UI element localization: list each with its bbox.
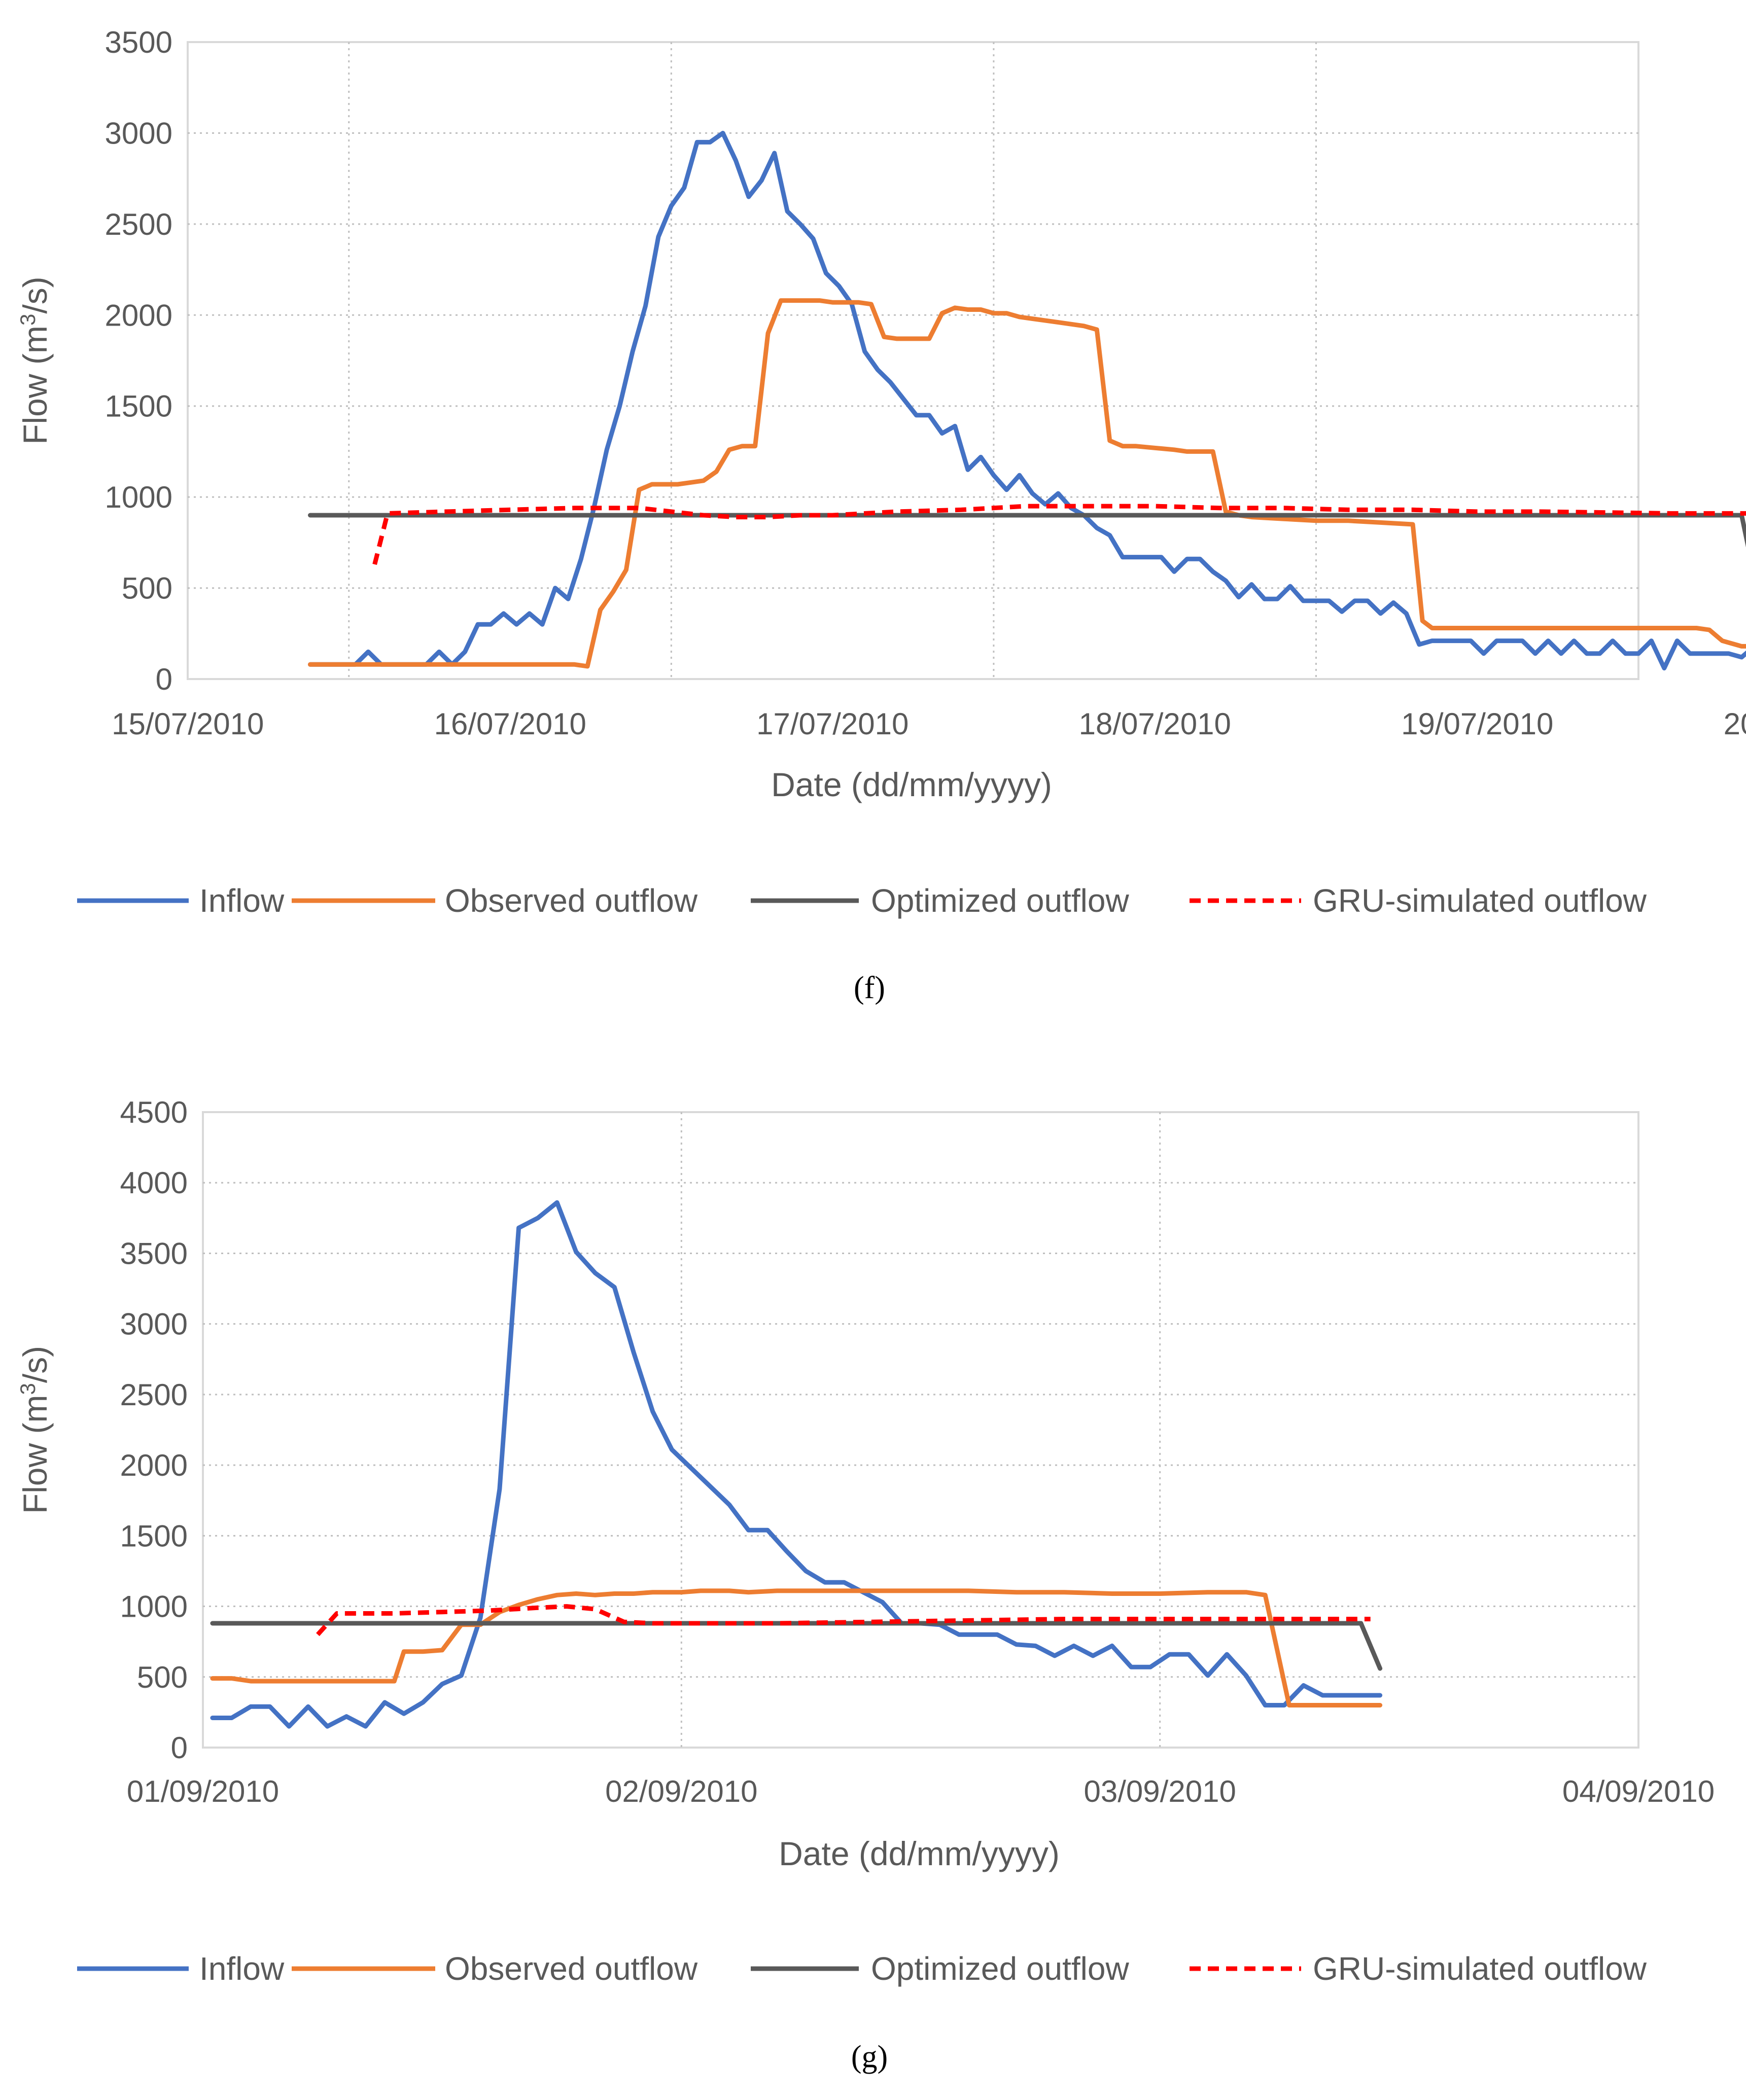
x-tick-label: 16/07/2010 — [434, 707, 586, 741]
legend-label-optimized: Optimized outflow — [871, 1950, 1129, 1987]
series-line-optimized — [308, 513, 1746, 548]
y-tick-label: 1000 — [120, 1590, 188, 1624]
y-tick-label: 0 — [156, 662, 172, 696]
legend-label-inflow: Inflow — [199, 1950, 285, 1987]
series-line-observed — [210, 1588, 1383, 1707]
y-tick-label: 2500 — [105, 207, 172, 241]
series-line-gru — [316, 1604, 1371, 1636]
x-tick-label: 15/07/2010 — [112, 707, 264, 741]
panel-label: (g) — [851, 2040, 888, 2074]
y-tick-label: 500 — [122, 572, 172, 606]
y-tick-label: 1000 — [105, 480, 172, 514]
y-tick-label: 3000 — [105, 116, 172, 150]
y-tick-label: 0 — [171, 1731, 188, 1765]
y-axis-title: Flow (m3/s) — [16, 276, 54, 444]
x-tick-label: 01/09/2010 — [127, 1774, 279, 1808]
y-tick-label: 1500 — [120, 1519, 188, 1553]
y-tick-label: 4000 — [120, 1166, 188, 1200]
y-tick-label: 4500 — [120, 1095, 188, 1129]
x-axis-title: Date (dd/mm/yyyy) — [779, 1835, 1060, 1872]
y-tick-label: 2500 — [120, 1378, 188, 1412]
panel-label: (f) — [854, 971, 885, 1005]
plot-area-border — [202, 1111, 1639, 1749]
legend-label-inflow: Inflow — [199, 882, 285, 919]
chart-f: 0 500 1000 1500 2000 2500 3000 3500 15/07/2010 16… — [16, 25, 1746, 1005]
x-tick-label: 02/09/2010 — [605, 1774, 757, 1808]
y-tick-label: 2000 — [120, 1448, 188, 1482]
x-tick-label: 17/07/2010 — [756, 707, 909, 741]
x-tick-label: 20/07/2010 — [1724, 707, 1746, 741]
series-line-observed — [308, 298, 1746, 669]
x-axis-title: Date (dd/mm/yyyy) — [771, 766, 1052, 803]
y-tick-label: 1500 — [105, 389, 172, 423]
y-tick-label: 500 — [137, 1660, 188, 1694]
x-tick-label: 19/07/2010 — [1401, 707, 1553, 741]
legend-label-observed: Observed outflow — [445, 1950, 698, 1987]
chart-g: 0 500 1000 1500 2000 2500 3000 3500 4000 4500 01/0… — [16, 1095, 1715, 2074]
y-tick-label: 3500 — [120, 1236, 188, 1270]
y-tick-label: 3000 — [120, 1307, 188, 1341]
series-line-gru — [372, 504, 1746, 565]
series-line-inflow — [210, 1200, 1383, 1729]
y-axis-title: Flow (m3/s) — [16, 1346, 54, 1514]
x-tick-label: 18/07/2010 — [1079, 707, 1231, 741]
legend-label-optimized: Optimized outflow — [871, 882, 1129, 919]
series-line-optimized — [210, 1621, 1383, 1671]
legend-label-observed: Observed outflow — [445, 882, 698, 919]
legend-label-gru: GRU-simulated outflow — [1313, 1950, 1647, 1987]
y-tick-label: 2000 — [105, 298, 172, 332]
legend-label-gru: GRU-simulated outflow — [1313, 882, 1647, 919]
series-line-inflow — [308, 130, 1746, 670]
y-tick-label: 3500 — [105, 25, 172, 59]
x-tick-label: 04/09/2010 — [1562, 1774, 1715, 1808]
x-tick-label: 03/09/2010 — [1084, 1774, 1236, 1808]
plot-area-border — [187, 41, 1639, 680]
